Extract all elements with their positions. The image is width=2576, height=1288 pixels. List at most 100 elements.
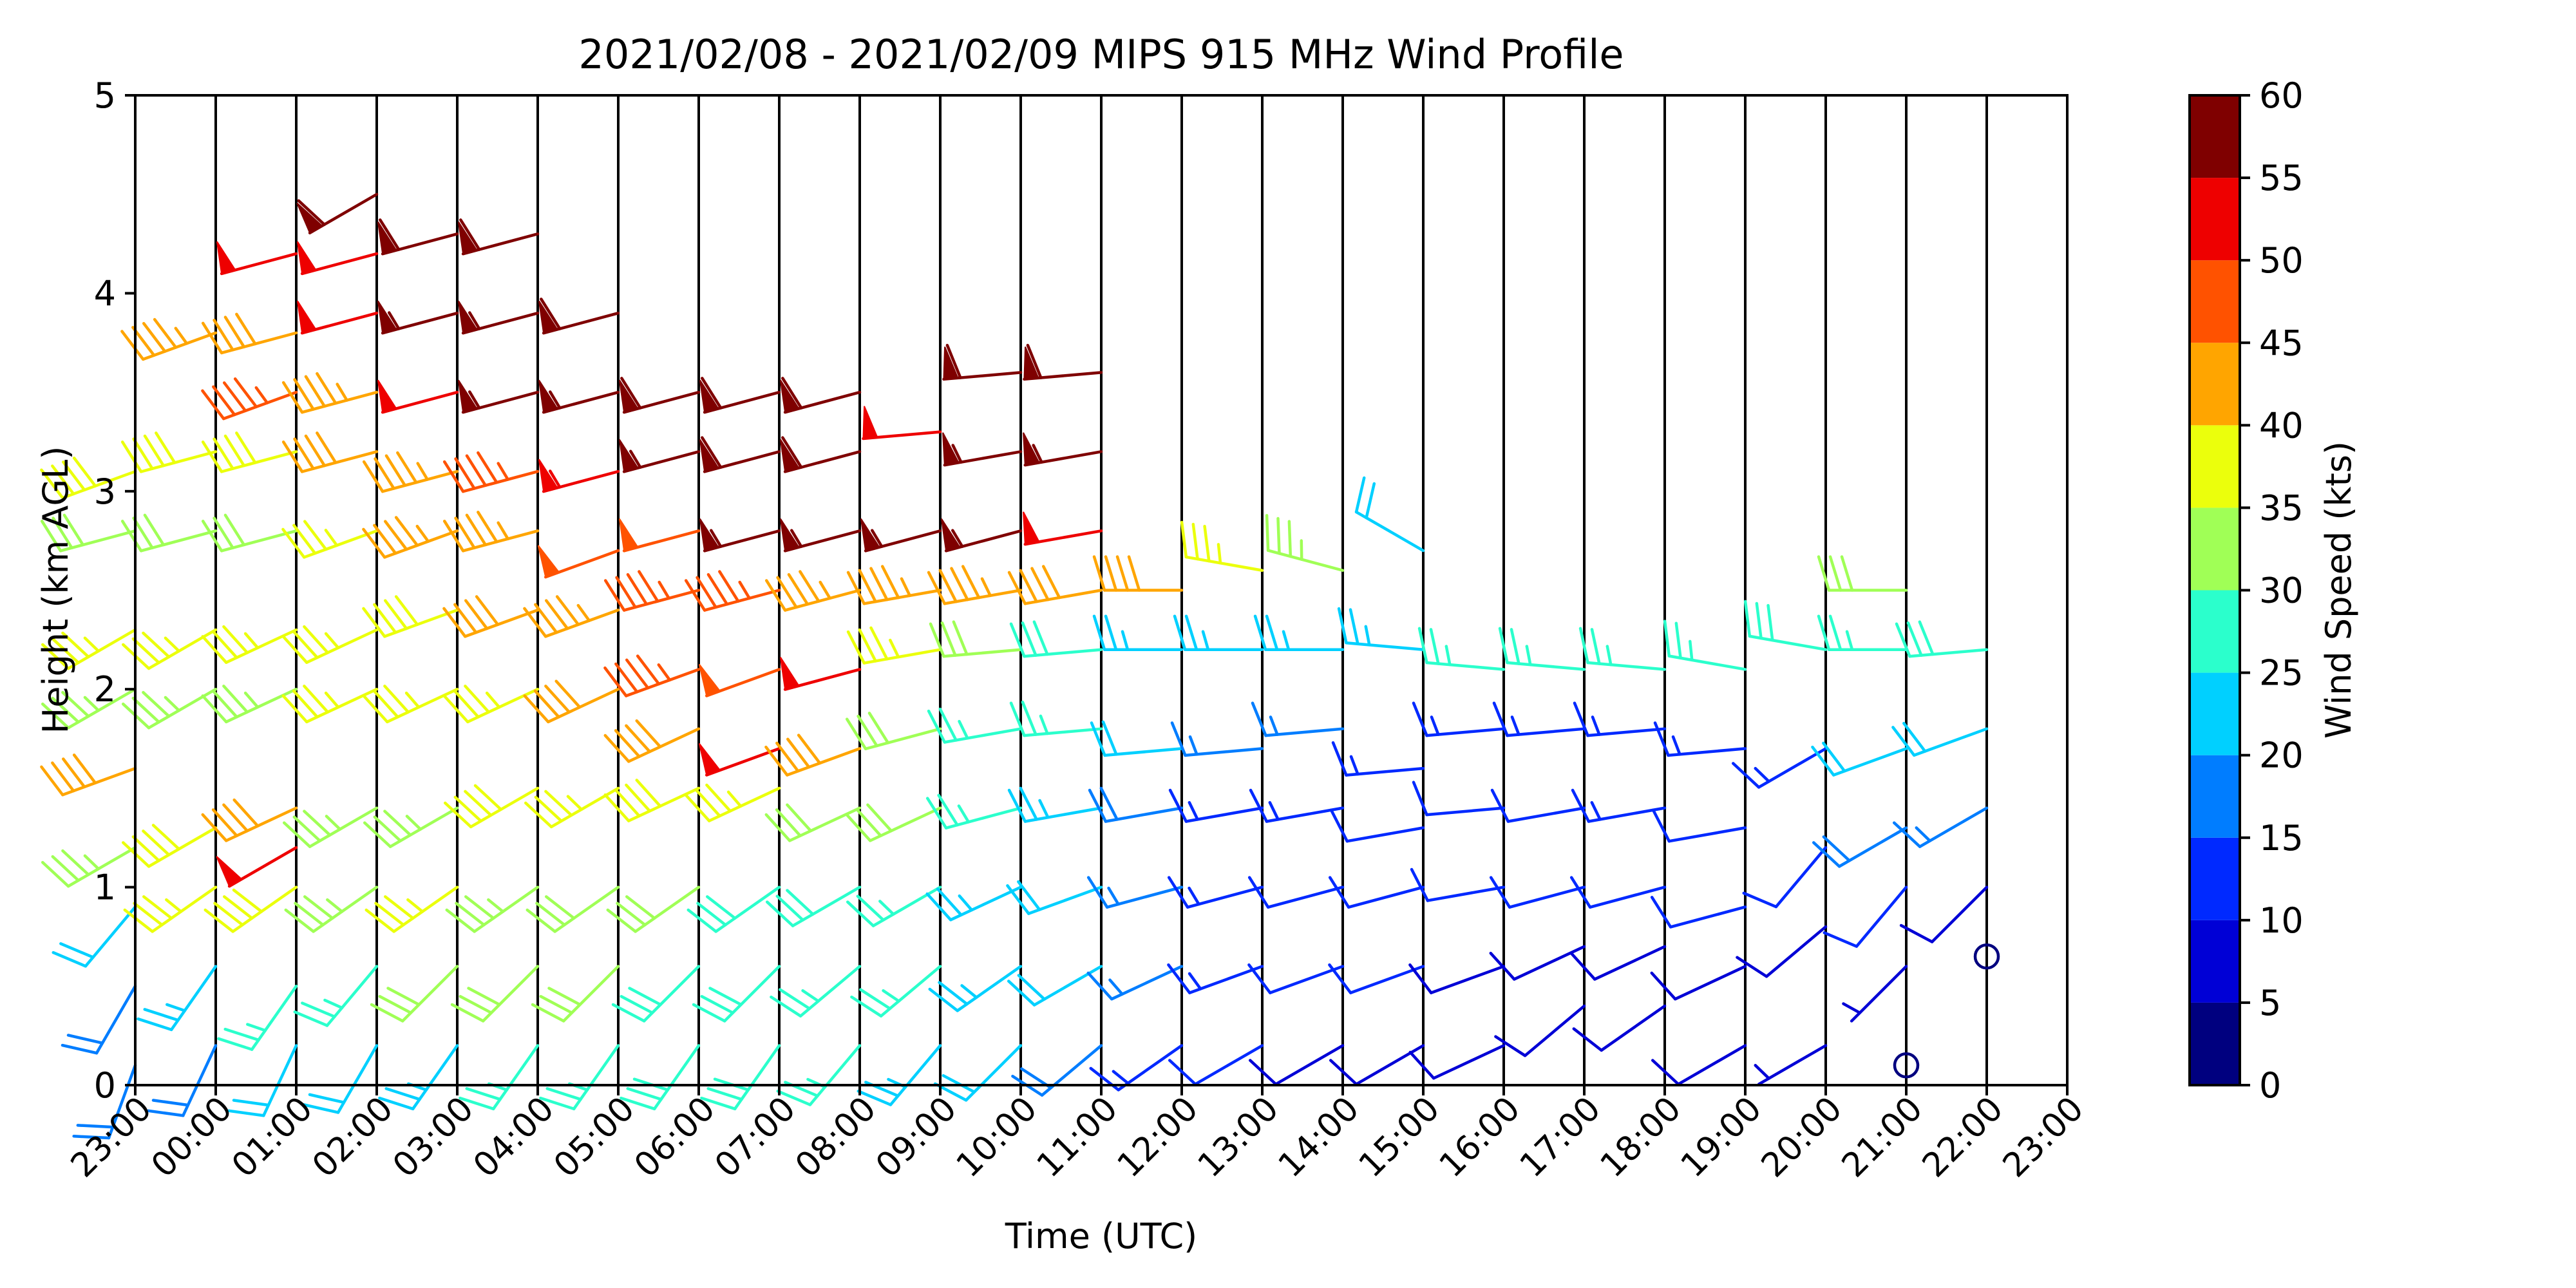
barb-full-feather <box>603 579 626 612</box>
barb-full-feather <box>846 900 875 927</box>
barb-full-feather <box>1755 601 1763 640</box>
barb-full-feather <box>1337 607 1348 645</box>
barb-full-feather <box>1663 620 1671 658</box>
wind-barb <box>1167 876 1264 909</box>
wind-barb <box>1569 876 1667 909</box>
barb-full-feather <box>945 343 962 379</box>
barb-full-feather <box>1086 876 1109 909</box>
barb-full-feather <box>1822 741 1846 773</box>
barb-full-feather <box>539 994 574 1014</box>
barb-full-feather <box>706 573 729 606</box>
wind-barb <box>457 379 540 414</box>
y-axis-ticks: 0 1 2 3 4 5 <box>94 75 135 1106</box>
barb-full-feather <box>316 431 337 464</box>
barb-full-feather <box>858 569 877 603</box>
colorbar-tick-label: 60 <box>2259 75 2304 116</box>
barb-full-feather <box>365 908 395 933</box>
wind-barb <box>443 784 540 829</box>
barb-full-feather <box>282 821 312 848</box>
barb-flag <box>457 300 478 334</box>
barb-full-feather <box>1019 786 1038 821</box>
barb-full-feather <box>284 908 315 933</box>
wind-barb <box>699 518 781 553</box>
barb-full-feather <box>304 434 327 468</box>
barb-full-feather <box>614 729 641 759</box>
barb-half-feather <box>629 450 642 469</box>
barb-half-feather <box>174 327 189 345</box>
barb-full-feather <box>201 389 225 421</box>
barb-full-feather <box>1651 808 1671 843</box>
barb-flag <box>862 406 878 440</box>
barb-full-feather <box>383 685 410 714</box>
barb-full-feather <box>143 434 166 468</box>
barb-half-feather <box>497 462 509 481</box>
barb-full-feather <box>1823 931 1859 948</box>
wind-barb <box>928 965 1023 1012</box>
barb-full-feather <box>223 316 246 348</box>
wind-barb <box>524 786 620 829</box>
barb-full-feather <box>1088 788 1108 823</box>
barb-full-feather <box>1173 614 1187 651</box>
wind-barb <box>611 965 701 1023</box>
barb-full-feather <box>142 690 171 718</box>
barb-full-feather <box>40 765 64 797</box>
barb-full-feather <box>383 520 408 551</box>
wind-barb <box>1650 896 1747 929</box>
barb-full-feather <box>151 1099 190 1107</box>
barb-shaft <box>1432 1044 1506 1080</box>
barb-shaft <box>1266 886 1345 909</box>
wind-barb <box>846 626 942 665</box>
barb-full-feather <box>281 440 304 473</box>
barb-flag <box>1023 346 1039 380</box>
colorbar-bin <box>2190 1002 2240 1085</box>
barb-flag <box>942 432 960 466</box>
wind-barb <box>1253 614 1345 651</box>
barb-half-feather <box>1349 755 1359 776</box>
wind-barb <box>538 298 620 335</box>
barb-full-feather <box>603 666 628 697</box>
wind-barb <box>603 719 701 763</box>
barb-full-feather <box>62 513 85 547</box>
barb-half-feather <box>164 636 181 653</box>
barb-half-feather <box>958 894 974 912</box>
barb-flag <box>698 743 721 776</box>
wind-barb <box>1731 747 1828 789</box>
barb-full-feather <box>1287 520 1293 558</box>
barb-full-feather <box>615 576 637 609</box>
wind-barb <box>1573 701 1667 737</box>
barb-shaft <box>1268 965 1345 994</box>
wind-barb <box>1328 963 1425 994</box>
wind-barb <box>201 377 298 421</box>
barb-full-feather <box>1736 956 1768 978</box>
barb-half-feather <box>497 521 509 540</box>
barb-full-feather <box>620 377 642 410</box>
barb-flag <box>216 856 243 887</box>
wind-barb <box>1812 826 1908 868</box>
barb-full-feather <box>303 685 330 714</box>
barb-full-feather <box>708 987 743 1007</box>
barb-full-feather <box>155 431 176 464</box>
barb-full-feather <box>211 630 238 659</box>
barb-full-feather <box>51 855 80 882</box>
barb-full-feather <box>1650 971 1677 1001</box>
barb-full-feather <box>764 813 791 842</box>
barb-shaft <box>1667 826 1747 843</box>
barb-full-feather <box>625 895 656 920</box>
barb-full-feather <box>1203 524 1211 563</box>
colorbar-tick-label: 5 <box>2259 983 2281 1023</box>
barb-full-feather <box>232 1099 270 1107</box>
barb-full-feather <box>51 637 80 665</box>
wind-barb <box>942 343 1023 381</box>
barb-full-feather <box>952 620 969 656</box>
barb-half-feather <box>726 790 743 808</box>
barb-half-feather <box>487 898 505 913</box>
wind-barb <box>1651 808 1747 843</box>
barb-full-feather <box>544 685 571 714</box>
barb-full-feather <box>201 694 228 724</box>
barb-full-feather <box>764 745 789 777</box>
barb-full-feather <box>1354 476 1366 514</box>
wind-barb <box>942 432 1023 467</box>
barb-full-feather <box>362 694 389 724</box>
wind-barb <box>72 1064 137 1140</box>
wind-barb <box>1569 945 1667 981</box>
